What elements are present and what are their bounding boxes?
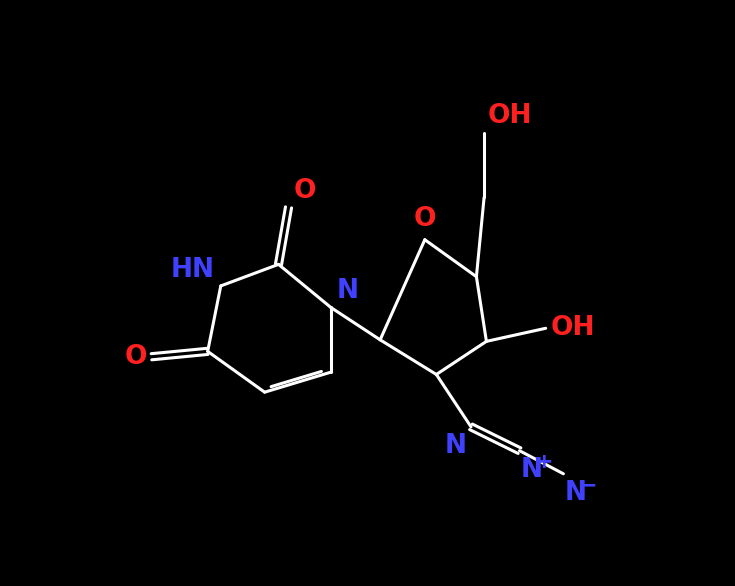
Text: N: N: [565, 480, 587, 506]
Text: O: O: [124, 344, 147, 370]
Text: N: N: [445, 433, 467, 459]
Text: −: −: [579, 475, 598, 495]
Text: +: +: [535, 452, 553, 472]
Text: HN: HN: [171, 257, 215, 283]
Text: O: O: [293, 178, 315, 205]
Text: O: O: [414, 206, 436, 232]
Text: OH: OH: [488, 103, 532, 129]
Text: N: N: [337, 278, 359, 304]
Text: N: N: [521, 457, 543, 483]
Text: OH: OH: [551, 315, 595, 341]
